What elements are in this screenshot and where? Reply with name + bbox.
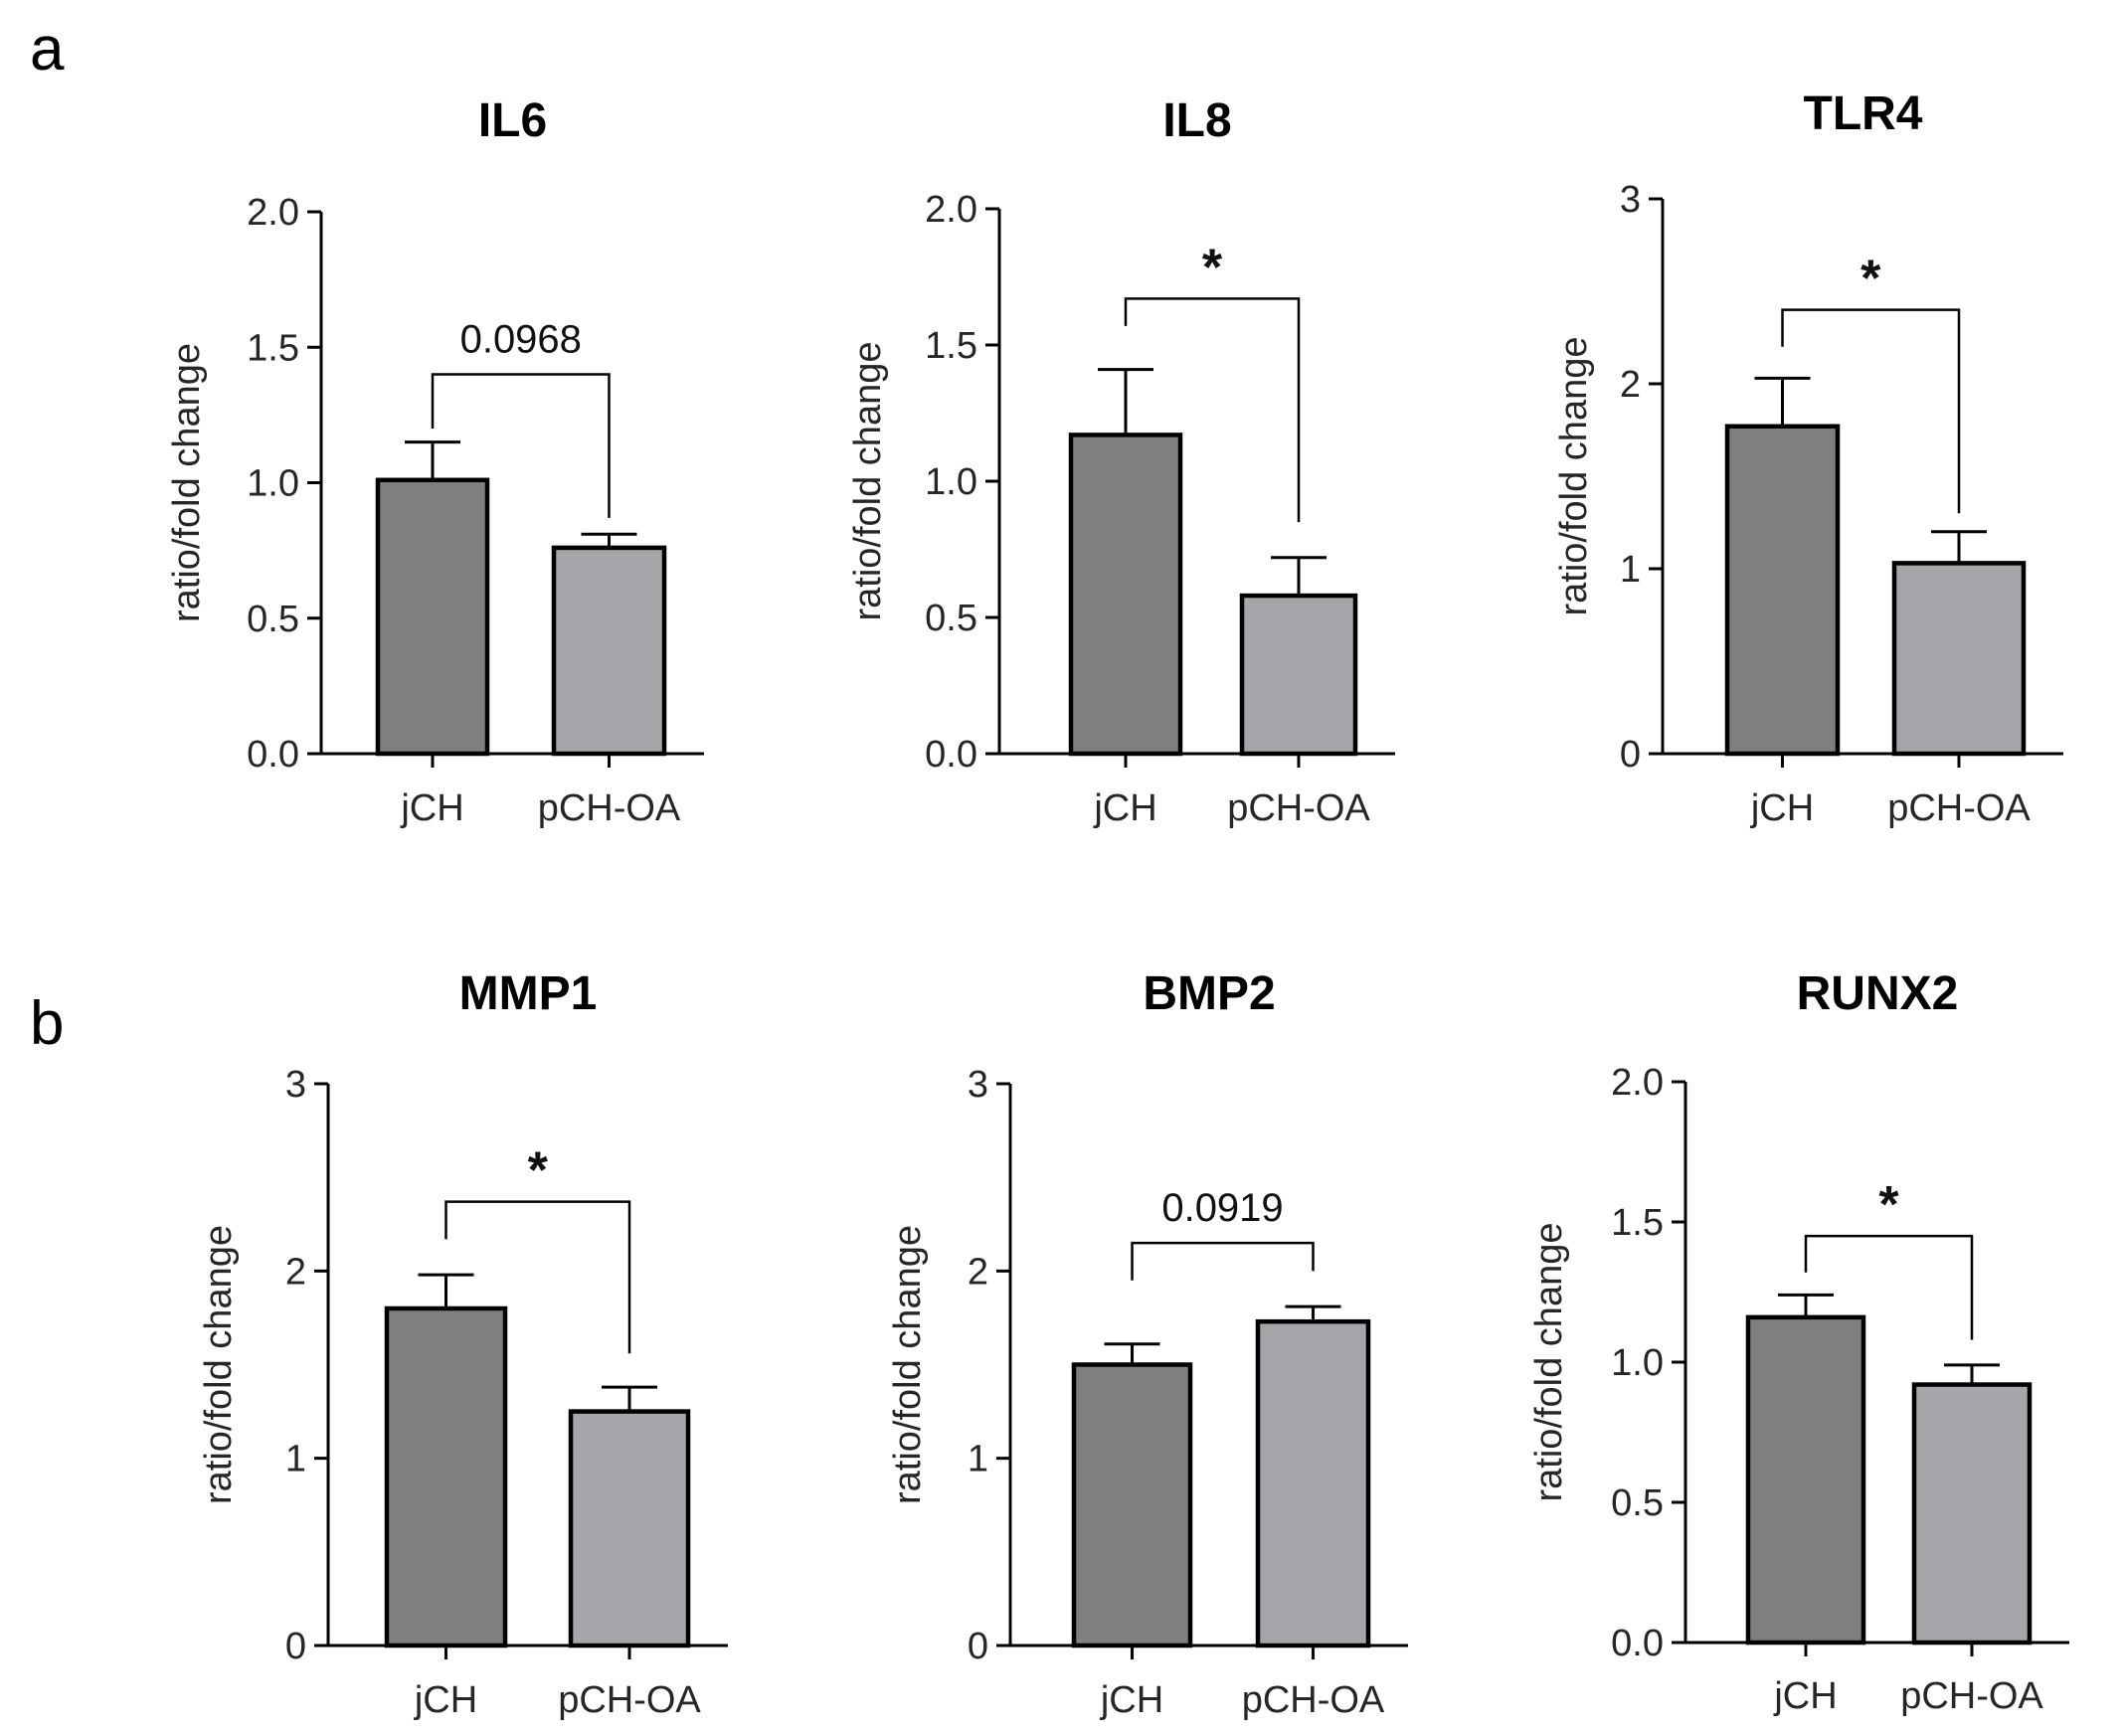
x-tick-label: jCH	[1773, 1675, 1837, 1717]
chart-title: IL8	[1162, 94, 1231, 147]
x-tick-label: pCH-OA	[1887, 787, 2031, 829]
significance-bracket	[1124, 297, 1301, 523]
bar-pch-oa	[1891, 561, 2027, 757]
y-tick-label: 2	[1620, 364, 1641, 406]
bar-jch	[375, 477, 490, 757]
y-tick-label: 3	[968, 1064, 988, 1106]
y-tick-label: 2.0	[247, 192, 299, 234]
bar-pch-oa	[1911, 1382, 2033, 1646]
y-tick-label: 2	[285, 1251, 306, 1293]
y-tick-label: 0.5	[925, 598, 977, 639]
bar-jch	[1724, 424, 1841, 757]
charts-container: IL6 ratio/fold change 0.0 0.5 1.0 1.5 2.0 jCH pC…	[166, 87, 2069, 1721]
chart-title: MMP1	[459, 967, 598, 1020]
y-tick-label: 0.5	[1611, 1482, 1664, 1524]
chart-il8: IL8 ratio/fold change 0.0 0.5 1.0 1.5 2.0 jCH pC…	[847, 94, 1395, 829]
y-tick-label: 2.0	[1611, 1062, 1664, 1104]
significance-bracket	[444, 1200, 631, 1354]
y-axis-label: ratio/fold change	[887, 1225, 929, 1504]
significance-label: 0.0968	[460, 318, 582, 362]
y-tick-label: 1.0	[247, 463, 299, 505]
bar-pch-oa	[551, 545, 667, 757]
y-axis-label: ratio/fold change	[1553, 337, 1595, 616]
bar-jch	[1745, 1314, 1866, 1646]
bar-pch-oa	[1255, 1318, 1371, 1649]
y-tick-label: 1.5	[1611, 1202, 1664, 1244]
x-tick-label: jCH	[1100, 1679, 1163, 1721]
y-tick-label: 2.0	[925, 189, 977, 231]
significance-label: *	[1860, 251, 1881, 308]
bar-pch-oa	[1239, 593, 1358, 757]
y-tick-label: 1.0	[1611, 1342, 1664, 1384]
y-tick-label: 3	[1620, 179, 1641, 221]
x-tick-label: jCH	[414, 1679, 477, 1721]
x-tick-label: pCH-OA	[1900, 1675, 2043, 1717]
chart-bmp2: BMP2 ratio/fold change 0 1 2 3 jCH pCH-OA 0.0919	[887, 967, 1408, 1721]
bar-jch	[384, 1305, 508, 1649]
y-axis-label: ratio/fold change	[166, 343, 208, 622]
y-tick-label: 0.5	[247, 599, 299, 640]
y-tick-label: 0.0	[1611, 1623, 1664, 1664]
y-tick-label: 2	[968, 1251, 988, 1293]
y-tick-label: 1.5	[925, 325, 977, 367]
y-tick-label: 0	[1620, 734, 1641, 776]
bar-jch	[1071, 1362, 1193, 1649]
x-tick-label: pCH-OA	[1227, 787, 1370, 829]
significance-label: *	[1878, 1176, 1899, 1234]
chart-title: TLR4	[1804, 87, 1923, 140]
y-tick-label: 1.0	[925, 461, 977, 503]
x-tick-label: pCH-OA	[538, 787, 681, 829]
y-tick-label: 1.5	[247, 327, 299, 369]
y-tick-label: 3	[285, 1064, 306, 1106]
bar-jch	[1068, 433, 1183, 757]
y-axis-label: ratio/fold change	[847, 342, 889, 621]
x-tick-label: pCH-OA	[558, 1679, 701, 1721]
y-axis-label: ratio/fold change	[1528, 1223, 1570, 1502]
panel-letter-a: a	[30, 15, 65, 84]
significance-bracket	[431, 373, 611, 518]
y-tick-label: 1	[968, 1439, 988, 1480]
chart-title: RUNX2	[1797, 967, 1959, 1020]
x-tick-label: jCH	[1093, 787, 1156, 829]
significance-label: *	[528, 1142, 549, 1200]
chart-title: IL6	[478, 94, 547, 147]
significance-label: *	[1202, 239, 1223, 296]
x-tick-label: jCH	[1750, 787, 1814, 829]
x-tick-label: jCH	[400, 787, 463, 829]
chart-runx2: RUNX2 ratio/fold change 0.0 0.5 1.0 1.5 2.0 jCH…	[1528, 967, 2069, 1717]
chart-il6: IL6 ratio/fold change 0.0 0.5 1.0 1.5 2.0 jCH pC…	[166, 94, 704, 829]
x-tick-label: pCH-OA	[1242, 1679, 1385, 1721]
significance-bracket	[1781, 308, 1961, 514]
significance-label: 0.0919	[1161, 1186, 1283, 1230]
bar-pch-oa	[568, 1409, 691, 1649]
y-tick-label: 0.0	[925, 734, 977, 776]
y-tick-label: 1	[1620, 549, 1641, 591]
chart-mmp1: MMP1 ratio/fold change 0 1 2 3 jCH pCH-OA *	[198, 967, 728, 1721]
y-tick-label: 0	[285, 1626, 306, 1667]
chart-title: BMP2	[1143, 967, 1275, 1020]
y-tick-label: 0.0	[247, 734, 299, 776]
significance-bracket	[1804, 1234, 1974, 1340]
y-tick-label: 1	[285, 1439, 306, 1480]
chart-tlr4: TLR4 ratio/fold change 0 1 2 3 jCH pCH-OA *	[1553, 87, 2063, 829]
y-axis-label: ratio/fold change	[198, 1225, 240, 1504]
significance-bracket	[1131, 1241, 1315, 1281]
panel-letter-b: b	[30, 989, 64, 1058]
y-tick-label: 0	[968, 1626, 988, 1667]
